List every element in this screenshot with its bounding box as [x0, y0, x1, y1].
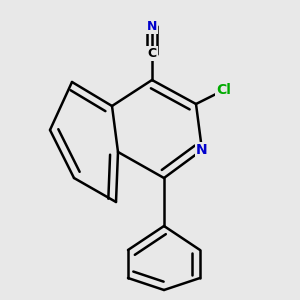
Text: N: N	[147, 20, 157, 32]
Text: C: C	[147, 47, 157, 61]
Text: Cl: Cl	[217, 83, 231, 97]
Text: N: N	[196, 143, 208, 157]
